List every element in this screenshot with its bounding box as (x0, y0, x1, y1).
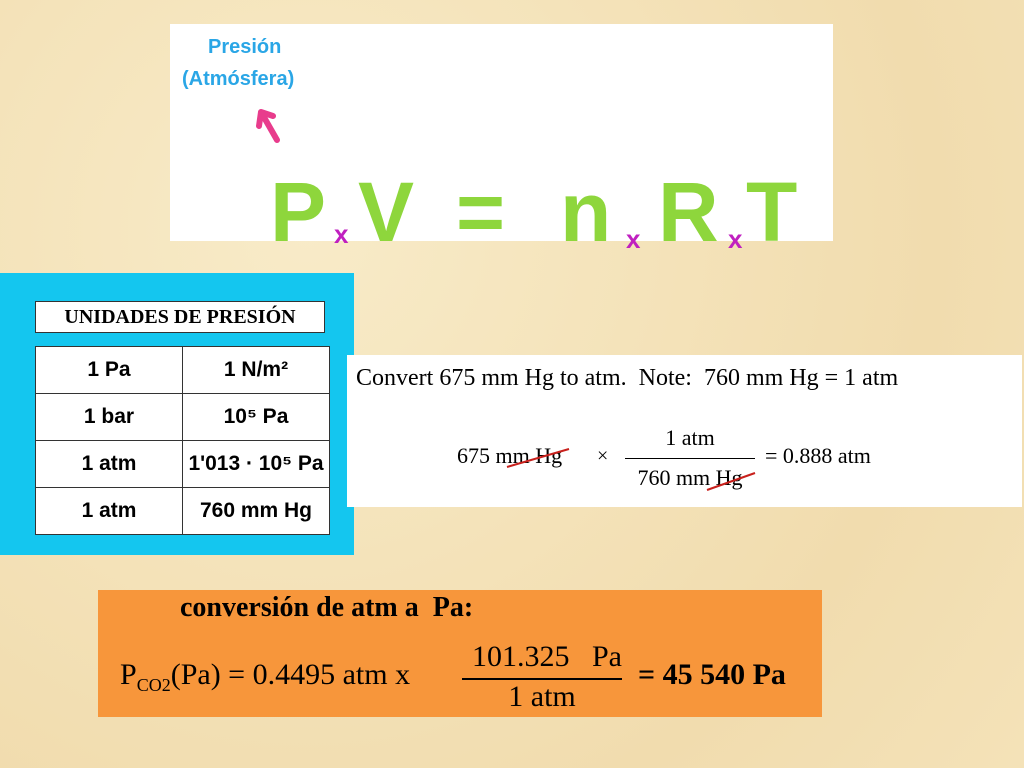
eq-operator: x (626, 224, 641, 254)
eq-operator: x (334, 219, 349, 249)
table-cell: 1 atm (35, 487, 183, 535)
table-cell: 1 bar (35, 393, 183, 441)
times: × (597, 445, 609, 467)
table-cell: 10⁵ Pa (182, 393, 330, 441)
eq-symbol: = (456, 165, 506, 259)
eq-symbol: R (658, 165, 719, 259)
table-cell: 1'013 · 10⁵ Pa (182, 440, 330, 488)
units-panel: UNIDADES DE PRESIÓN 1 Pa 1 N/m² 1 bar 10⁵ P… (0, 273, 354, 555)
table-row: 1 Pa 1 N/m² (35, 346, 330, 394)
conversion-panel: conversión de atm a Pa: PCO2(Pa) = 0.449… (98, 590, 822, 717)
equation-panel: Presión (Atmósfera) P x V = n x R x T (170, 24, 833, 259)
formula: PCO2(Pa) = 0.4495 atm x (120, 658, 410, 696)
table-title: UNIDADES DE PRESIÓN (35, 301, 325, 333)
eq-symbol: V (358, 165, 415, 259)
eq-symbol: n (560, 165, 612, 259)
example-panel: Convert 675 mm Hg to atm. Note: 760 mm H… (347, 355, 1022, 507)
eq-operator: x (728, 224, 743, 254)
eq-symbol: T (746, 165, 798, 259)
label: Presión (208, 36, 282, 58)
table-cell: 760 mm Hg (182, 487, 330, 535)
left-side: (Pa) = 0.4495 atm x (170, 658, 411, 691)
table-row: 1 bar 10⁵ Pa (35, 393, 330, 441)
fraction-bar (462, 678, 622, 680)
table-cell: 1 Pa (35, 346, 183, 394)
table-cell: 1 atm (35, 440, 183, 488)
statement: Convert 675 mm Hg to atm. Note: 760 mm H… (356, 365, 899, 391)
units-table: 1 Pa 1 N/m² 1 bar 10⁵ Pa 1 atm 1'013 · 10⁵ Pa… (35, 346, 330, 535)
arrow (256, 109, 280, 143)
denominator: 1 atm (508, 680, 576, 713)
fraction-bar (625, 458, 755, 459)
eq-symbol: P (270, 165, 327, 259)
table-cell: 1 N/m² (182, 346, 330, 394)
subscript: CO2 (136, 675, 171, 695)
table-row: 1 atm 760 mm Hg (35, 487, 330, 535)
symbol: P (120, 658, 137, 691)
denominator: 760 mm Hg (637, 465, 743, 490)
conversion-title: conversión de atm a Pa: (180, 592, 474, 623)
table-row: 1 atm 1'013 · 10⁵ Pa (35, 440, 330, 488)
result: = 45 540 Pa (638, 658, 786, 691)
sublabel: (Atmósfera) (182, 68, 295, 90)
numerator: 1 atm (665, 425, 715, 450)
result: = 0.888 atm (765, 443, 871, 468)
strikes (506, 448, 756, 491)
numerator: 101.325 Pa (472, 640, 622, 673)
